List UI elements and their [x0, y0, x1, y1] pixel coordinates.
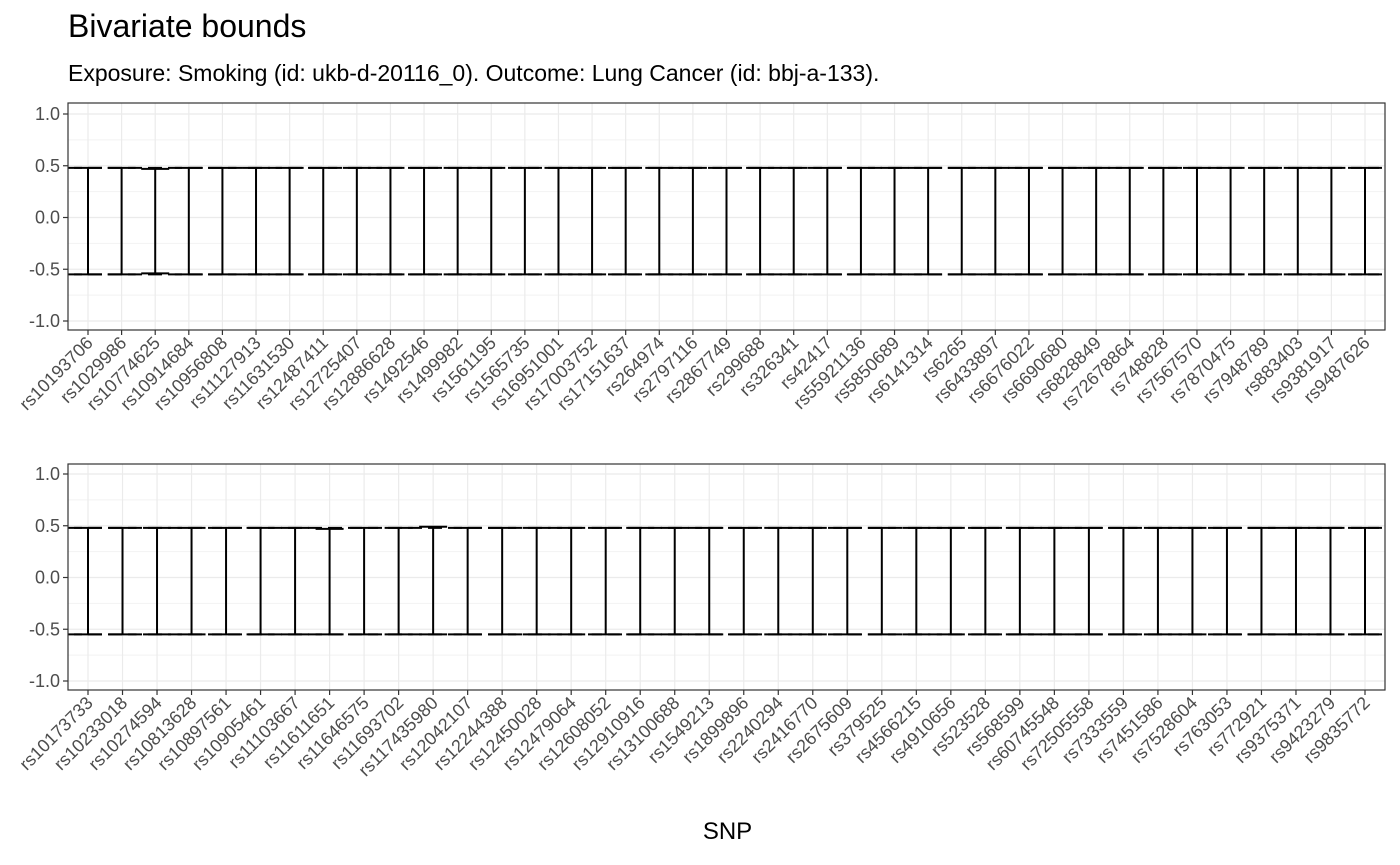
errorbar-rs7451586	[1143, 526, 1172, 636]
errorbar-rs772921	[1247, 526, 1276, 636]
y-tick-label: 0.5	[35, 156, 60, 176]
y-tick-label: 0.0	[35, 208, 60, 228]
errorbar-rs1561195	[477, 166, 506, 276]
errorbar-rs6265	[947, 166, 976, 276]
errorbar-rs568599	[1005, 526, 1034, 636]
errorbar-rs17003752	[578, 166, 607, 276]
errorbar-rs6141314	[914, 166, 943, 276]
errorbar-rs10905461	[246, 526, 275, 636]
errorbar-rs9375371	[1281, 526, 1310, 636]
errorbar-rs13100688	[660, 526, 689, 636]
errorbar-rs55921136	[846, 166, 875, 276]
errorbar-rs12725407	[342, 166, 371, 276]
errorbar-rs12608052	[591, 526, 620, 636]
y-tick-label: 1.0	[35, 464, 60, 484]
errorbar-rs326341	[779, 166, 808, 276]
errorbar-rs10914684	[174, 166, 203, 276]
errorbar-rs12487411	[309, 166, 338, 276]
errorbar-rs10274594	[143, 526, 172, 636]
errorbar-rs11631530	[275, 166, 304, 276]
errorbar-rs5850689	[880, 166, 909, 276]
errorbar-rs6676022	[1014, 166, 1043, 276]
errorbar-rs299688	[746, 166, 775, 276]
errorbar-rs6690680	[1048, 166, 1077, 276]
errorbar-rs9381917	[1317, 166, 1346, 276]
errorbar-rs1549213	[695, 526, 724, 636]
errorbar-rs12479064	[557, 526, 586, 636]
y-tick-label: -0.5	[29, 619, 60, 639]
errorbar-rs6828849	[1082, 166, 1111, 276]
errorbar-rs12910916	[626, 526, 655, 636]
errorbar-rs763053	[1212, 526, 1241, 636]
errorbar-rs2240294	[764, 526, 793, 636]
errorbar-rs12886628	[376, 166, 405, 276]
errorbar-rs2867749	[712, 166, 741, 276]
errorbar-rs883403	[1283, 166, 1312, 276]
errorbar-rs748828	[1149, 166, 1178, 276]
errorbar-rs1499982	[443, 166, 472, 276]
errorbar-rs7870475	[1216, 166, 1245, 276]
errorbar-rs117435980	[419, 525, 448, 636]
errorbar-rs1029986	[107, 166, 136, 276]
errorbar-rs42417	[813, 166, 842, 276]
errorbar-rs11611651	[315, 527, 344, 636]
y-tick-label: -1.0	[29, 671, 60, 691]
errorbar-rs10956808	[208, 166, 237, 276]
errorbar-rs1492546	[410, 166, 439, 276]
y-tick-label: 1.0	[35, 104, 60, 124]
errorbar-rs2416770	[798, 526, 827, 636]
errorbar-rs9487626	[1351, 166, 1379, 276]
errorbar-rs9835772	[1351, 526, 1379, 636]
errorbar-rs7333559	[1109, 526, 1138, 636]
errorbar-rs12450028	[522, 526, 551, 636]
errorbar-rs16951001	[544, 166, 573, 276]
errorbar-rs72678864	[1115, 166, 1144, 276]
errorbar-rs1565735	[510, 166, 539, 276]
errorbar-rs11103667	[281, 526, 310, 636]
errorbar-rs12042107	[453, 526, 482, 636]
x-axis-label: SNP	[702, 818, 753, 845]
errorbar-rs12244388	[488, 526, 517, 636]
errorbar-rs264974	[645, 166, 674, 276]
errorbar-rs10813628	[177, 526, 206, 636]
errorbar-rs60745548	[1040, 526, 1069, 636]
errorbar-rs17151637	[611, 166, 640, 276]
y-tick-label: -0.5	[29, 259, 60, 279]
errorbar-rs2797116	[678, 166, 707, 276]
y-tick-label: 0.5	[35, 516, 60, 536]
y-tick-label: 0.0	[35, 568, 60, 588]
errorbar-rs10193706	[74, 166, 102, 276]
chart-title: Bivariate bounds	[68, 8, 307, 44]
errorbar-rs11693702	[384, 526, 413, 636]
errorbar-rs1899896	[729, 526, 758, 636]
errorbar-rs379525	[867, 526, 896, 636]
errorbar-rs10897561	[212, 526, 241, 636]
errorbar-rs10173733	[74, 526, 102, 636]
errorbar-rs7948789	[1250, 166, 1279, 276]
errorbar-rs7528604	[1178, 526, 1207, 636]
errorbar-rs10774625	[141, 167, 170, 275]
errorbar-rs523528	[971, 526, 1000, 636]
errorbar-rs7567570	[1182, 166, 1211, 276]
y-tick-label: -1.0	[29, 311, 60, 331]
errorbar-rs10233018	[108, 526, 137, 636]
errorbar-rs4566215	[902, 526, 931, 636]
errorbar-rs9423279	[1316, 526, 1345, 636]
errorbar-rs4910656	[936, 526, 965, 636]
errorbar-rs6433897	[981, 166, 1010, 276]
errorbar-rs11646575	[350, 526, 379, 636]
errorbar-rs2675609	[833, 526, 862, 636]
errorbar-rs72505558	[1074, 526, 1103, 636]
errorbar-rs11127913	[242, 166, 271, 276]
chart-subtitle: Exposure: Smoking (id: ukb-d-20116_0). O…	[68, 60, 880, 86]
